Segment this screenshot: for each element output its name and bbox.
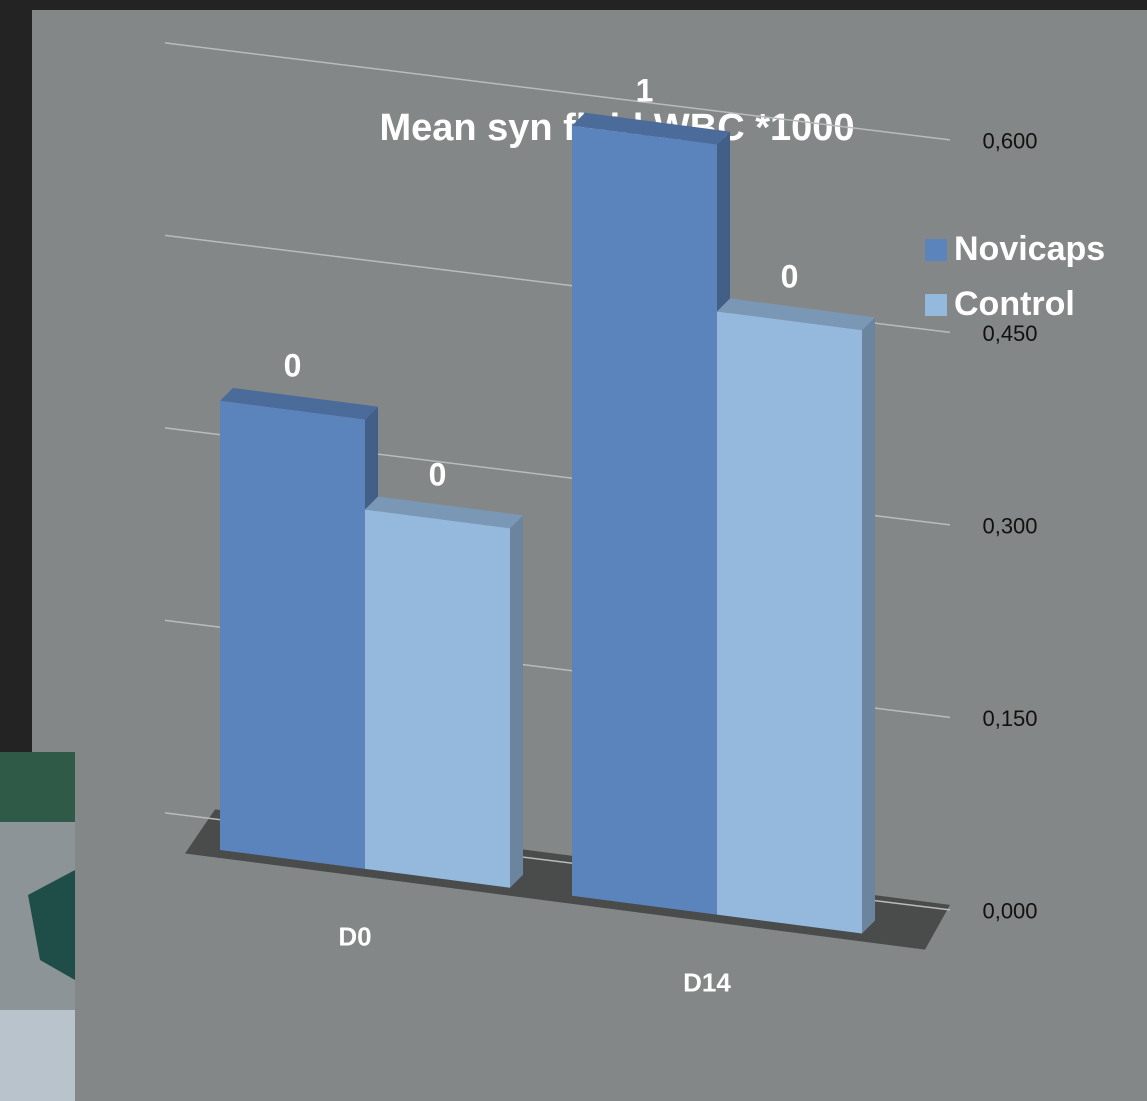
x-tick-label: D14 xyxy=(683,967,731,997)
legend-label: Novicaps xyxy=(954,230,1105,268)
grid-line xyxy=(164,42,951,141)
legend-swatch xyxy=(925,239,947,261)
legend-swatch xyxy=(925,294,947,316)
bar xyxy=(365,509,510,888)
y-tick-label: 0,450 xyxy=(982,321,1037,346)
bar-side xyxy=(862,317,875,934)
bar-side xyxy=(510,515,523,888)
bar xyxy=(717,311,862,934)
y-tick-label: 0,300 xyxy=(982,514,1037,539)
photo-part xyxy=(0,1010,75,1101)
x-tick-label: D0 xyxy=(338,922,371,952)
bar-top xyxy=(717,298,875,331)
legend-label: Control xyxy=(954,285,1075,323)
value-label: 0 xyxy=(429,456,447,492)
photo-fragment xyxy=(0,752,75,1101)
y-tick-label: 0,000 xyxy=(982,899,1037,924)
bar-top xyxy=(572,112,730,145)
bar-top xyxy=(220,387,378,420)
value-label: 0 xyxy=(781,258,799,294)
value-label: 0 xyxy=(284,348,302,384)
y-tick-label: 0,150 xyxy=(982,706,1037,731)
bar xyxy=(572,125,717,915)
value-label: 1 xyxy=(636,73,654,109)
photo-part xyxy=(0,752,75,822)
bar xyxy=(220,400,365,869)
bar-top xyxy=(365,496,523,529)
y-tick-label: 0,600 xyxy=(982,129,1037,154)
photo-part xyxy=(28,870,75,980)
